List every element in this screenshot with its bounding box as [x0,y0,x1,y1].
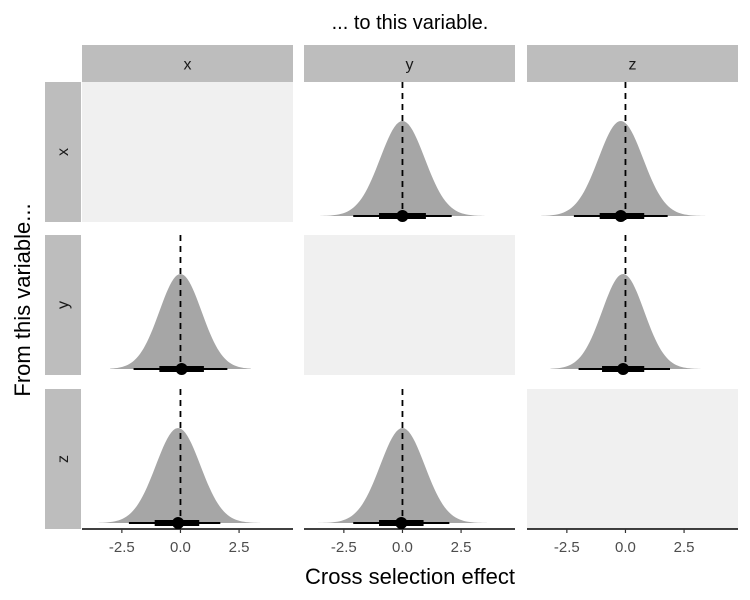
density-y-x [110,274,251,369]
median-point [617,363,630,375]
panel-x-x [82,82,293,222]
empty-panel-z-z [527,389,738,529]
x-tick-label: -2.5 [331,539,357,556]
row-strip-label-y: y [55,301,72,309]
x-axis-title: Cross selection effect [305,564,515,589]
x-tick-label: -2.5 [554,539,580,556]
row-strip-z [45,389,81,529]
density-y-z [550,274,701,369]
median-point [396,210,409,222]
empty-panel-y-y [304,235,515,375]
row-strip-x [45,82,81,222]
column-strip-y [304,45,515,82]
panel-y-z [550,235,701,375]
empty-panel-x-x [82,82,293,222]
density-x-y [320,121,485,216]
x-tick-label: -2.5 [109,539,135,556]
column-strip-z [527,45,738,82]
median-point [395,517,408,529]
panel-y-x [110,235,251,375]
x-tick-label: 2.5 [674,539,695,556]
row-strip-y [45,235,81,375]
x-tick-label: 2.5 [451,539,472,556]
x-tick-label: 0.0 [615,539,636,556]
facet-grid: x y z x y z -2.5 0.0 2.5 -2.5 0.0 2.5 -2.5 0.0 2.5 [45,45,738,556]
panel-z-y [318,389,487,529]
column-facet-title: ... to this variable. [332,12,489,34]
column-strip-label-x: x [184,57,192,74]
x-tick-label: 0.0 [170,539,191,556]
column-strip-label-y: y [406,57,414,74]
panel-x-z [541,82,706,222]
median-point [614,210,627,222]
y-axis-title: From this variable... [10,203,35,396]
panel-z-x [98,389,261,529]
row-strip-label-x: x [55,148,72,156]
density-z-y [318,428,487,523]
density-z-x [98,428,261,523]
median-point [175,363,188,375]
x-tick-label: 0.0 [392,539,413,556]
panel-z-z [527,389,738,529]
column-strip-label-z: z [629,57,637,74]
column-strip-x [82,45,293,82]
panel-x-y [320,82,485,222]
x-tick-label: 2.5 [229,539,250,556]
row-strip-label-z: z [55,455,72,463]
panel-y-y [304,235,515,375]
median-point [172,517,185,529]
density-x-z [541,121,706,216]
